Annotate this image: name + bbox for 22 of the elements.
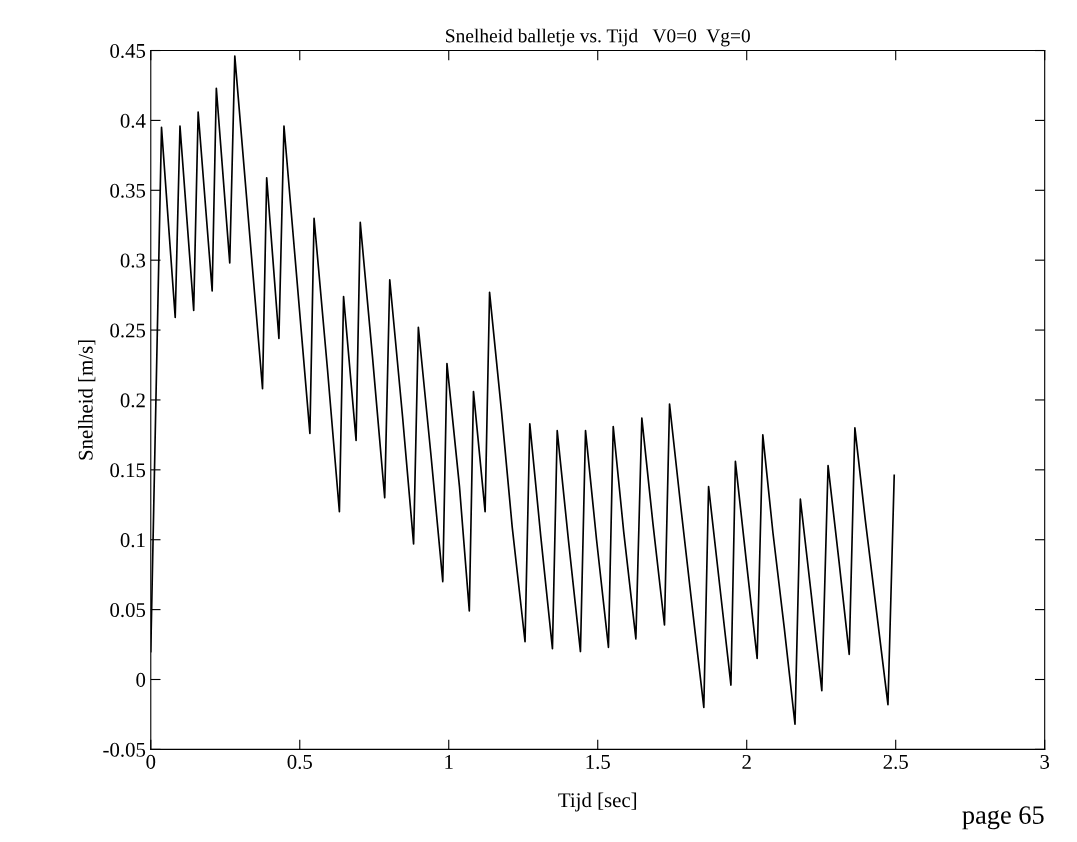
- y-tick-label: 0.05: [110, 602, 146, 618]
- y-tick-label: 0.3: [120, 253, 146, 268]
- y-tick-label: 0.45: [110, 43, 146, 59]
- x-tick-label: 1: [445, 754, 453, 769]
- x-axis-title: Tijd [sec]: [558, 792, 637, 812]
- x-tick-label: 3: [1040, 754, 1050, 769]
- y-tick-label: -0.05: [103, 742, 146, 757]
- y-tick-label: 0.35: [110, 183, 146, 198]
- x-tick-label: 0.5: [287, 754, 312, 769]
- y-tick-label: 0.2: [120, 393, 145, 408]
- x-tick-label: 1.5: [586, 754, 610, 769]
- text: page 65: [962, 806, 1044, 830]
- y-tick-label: 0.4: [120, 113, 146, 128]
- x-tick-label: 2: [742, 754, 751, 769]
- y-tick-label: 0: [136, 672, 146, 687]
- x-tick-label: 0: [146, 754, 156, 769]
- x-tick-label: 2.5: [883, 754, 908, 769]
- y-tick-label: 0.1: [120, 533, 145, 548]
- y-tick-label: 0.15: [110, 463, 146, 478]
- chart-title: Snelheid balletje vs. Tijd V0=0 Vg=0: [446, 28, 750, 47]
- y-tick-label: 0.25: [110, 323, 146, 338]
- y-axis-title: Snelheid [m/s]: [78, 340, 96, 460]
